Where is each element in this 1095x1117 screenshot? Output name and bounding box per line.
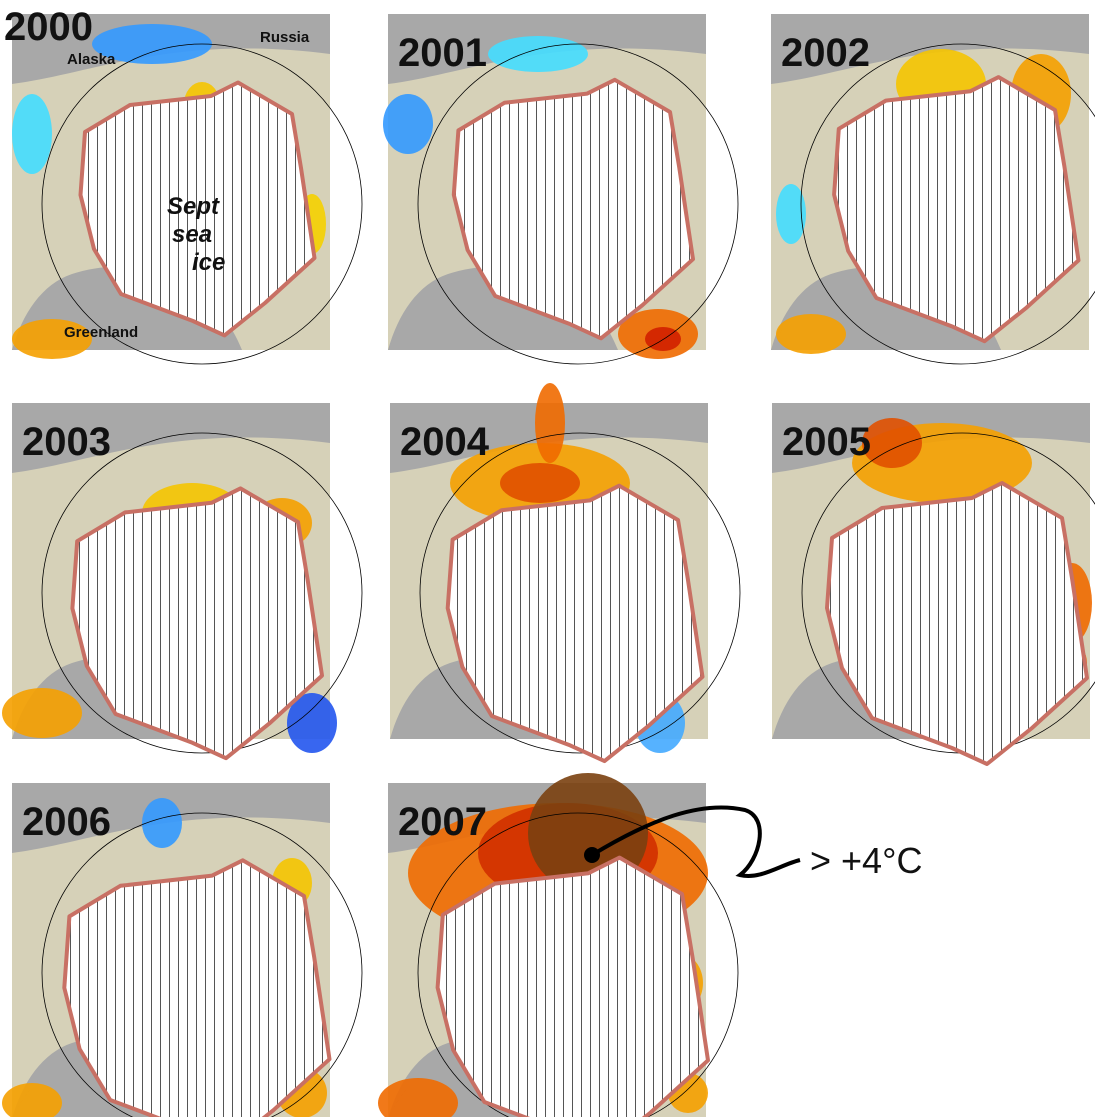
latitude-circle [419, 432, 741, 754]
year-label: 2006 [22, 800, 111, 844]
anomaly [287, 693, 337, 753]
anomaly [2, 1083, 62, 1117]
latitude-circle [41, 432, 363, 754]
callout-line [590, 805, 801, 878]
year-label: 2005 [782, 420, 871, 464]
map-panel: 2003 [2, 403, 363, 761]
anomaly [862, 418, 922, 468]
latitude-circle [417, 43, 739, 365]
callout-dot [584, 847, 600, 863]
year-label: 2004 [400, 420, 490, 464]
sea-ice [435, 855, 710, 1117]
year-label: 2002 [781, 31, 870, 75]
anomaly [12, 319, 92, 359]
anomaly [142, 798, 182, 848]
sea-ice [825, 481, 1089, 766]
anomaly [12, 94, 52, 174]
latitude-circle [41, 812, 363, 1117]
year-label: 2007 [398, 800, 487, 844]
place-label: Russia [260, 29, 310, 46]
place-label: Greenland [64, 324, 138, 341]
anomaly [92, 24, 212, 64]
map-panel: 2006 [2, 783, 363, 1117]
sea-ice [451, 77, 695, 341]
callout-text: > +4°C [810, 840, 922, 881]
map-panel: 2002 [771, 14, 1095, 365]
anomaly [535, 383, 565, 463]
sea-ice [78, 80, 317, 338]
sea-ice [70, 486, 324, 761]
year-label: 2000 [4, 5, 93, 49]
anomaly [383, 94, 433, 154]
anomaly [488, 36, 588, 72]
latitude-circle [41, 43, 363, 365]
anomaly [776, 184, 806, 244]
year-label: 2003 [22, 420, 111, 464]
ice-note: ice [192, 249, 225, 276]
map-panel: 2001 [383, 14, 739, 365]
ice-note: sea [172, 221, 212, 248]
sea-ice [445, 483, 705, 764]
latitude-circle [417, 812, 739, 1117]
map-panel: 2007 [378, 773, 739, 1117]
anomaly [2, 688, 82, 738]
map-panel: 2004 [390, 383, 741, 764]
anomaly [776, 314, 846, 354]
latitude-circle [800, 43, 1095, 365]
anomaly [500, 463, 580, 503]
sea-ice [62, 858, 332, 1117]
map-panel: 2005 [772, 403, 1095, 766]
sea-ice [832, 75, 1081, 344]
place-label: Alaska [67, 51, 116, 68]
year-label: 2001 [398, 31, 487, 75]
ice-note: Sept [167, 193, 220, 220]
greenland [388, 291, 588, 350]
anomaly [378, 1078, 458, 1117]
